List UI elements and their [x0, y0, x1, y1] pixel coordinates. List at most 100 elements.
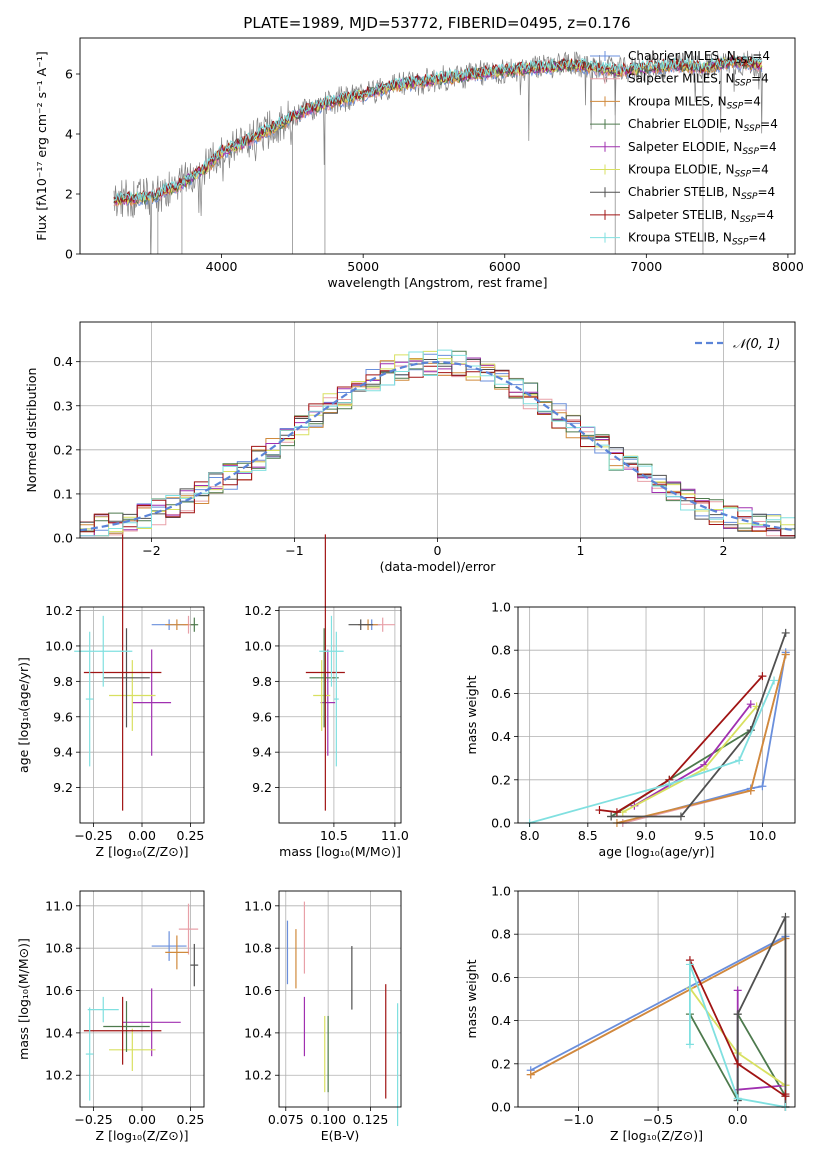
y-tick-label: 10.2 — [244, 603, 272, 618]
y-tick-label: 10.6 — [45, 983, 73, 998]
y-tick-label: 9.6 — [252, 709, 272, 724]
legend-label: Salpeter MILES, NSSP=4 — [628, 72, 769, 89]
weight-series — [529, 680, 775, 824]
weight-marker — [746, 700, 755, 709]
weight-marker — [733, 1094, 742, 1103]
legend-label: Salpeter STELIB, NSSP=4 — [628, 208, 774, 225]
figure-title: PLATE=1989, MJD=53772, FIBERID=0495, z=0… — [243, 14, 630, 32]
x-tick-label: −0.5 — [643, 1112, 673, 1127]
y-tick-label: 0.4 — [491, 729, 511, 744]
legend-label: Salpeter ELODIE, NSSP=4 — [628, 140, 777, 157]
y-axis-label: Normed distribution — [24, 368, 39, 493]
x-tick-label: 0 — [434, 543, 442, 558]
axes-frame — [79, 606, 205, 824]
weight-marker — [781, 628, 790, 637]
axes-frame — [278, 606, 402, 824]
axes-frame — [79, 321, 796, 539]
data-point — [103, 1001, 150, 1052]
x-tick-label: 0.075 — [268, 1112, 304, 1127]
x-tick-label: 2 — [720, 543, 728, 558]
y-axis-label: mass [log₁₀(M/M⊙)] — [16, 938, 31, 1060]
y-tick-label: 0.0 — [491, 816, 511, 831]
axes-frame — [79, 37, 796, 255]
y-tick-label: 10.4 — [244, 1025, 272, 1040]
data-point — [165, 935, 189, 970]
x-axis-label: Z [log₁₀(Z/Z⊙)] — [96, 1128, 189, 1143]
x-tick-label: 8.0 — [520, 828, 540, 843]
model-spectrum — [113, 54, 763, 202]
weight-series — [736, 916, 787, 1107]
y-tick-label: 9.2 — [53, 780, 73, 795]
weight-marker — [735, 756, 744, 765]
x-tick-label: −1.0 — [563, 1112, 593, 1127]
y-axis-label: mass weight — [464, 675, 479, 754]
weight-marker — [758, 672, 767, 681]
data-point — [109, 1028, 156, 1071]
chart-age-vs-mass: 10.5 11.0 9.2 9.4 9.6 9.8 10.0 10.2 mass [log₁₀(… — [244, 534, 409, 859]
x-tick-label: 0.0 — [728, 1112, 748, 1127]
x-tick-label: 7000 — [630, 259, 662, 274]
y-tick-label: 9.4 — [252, 745, 272, 760]
x-axis-label: mass [log₁₀(M/M⊙)] — [279, 844, 401, 859]
x-tick-label: 1 — [577, 543, 585, 558]
x-tick-label: 0.125 — [353, 1112, 389, 1127]
weight-marker — [746, 786, 755, 795]
weight-marker — [770, 676, 779, 685]
y-tick-label: 11.0 — [45, 898, 73, 913]
x-axis-label: E(B-V) — [321, 1128, 360, 1143]
x-tick-label: 6000 — [489, 259, 521, 274]
x-tick-label: 8.5 — [578, 828, 598, 843]
legend-label: 𝒩(0, 1) — [733, 337, 780, 352]
y-tick-label: 9.2 — [252, 780, 272, 795]
x-tick-label: 0.00 — [128, 828, 156, 843]
axes-frame — [79, 890, 205, 1108]
data-point — [190, 943, 199, 987]
legend-label: Chabrier STELIB, NSSP=4 — [628, 185, 775, 202]
weight-marker — [676, 812, 685, 821]
normal-curve — [80, 360, 795, 532]
y-tick-label: 10.6 — [244, 983, 272, 998]
y-tick-label: 0.6 — [491, 970, 511, 985]
weight-marker — [612, 808, 621, 817]
plot-area — [286, 901, 399, 1127]
weight-marker — [733, 1010, 742, 1019]
data-point — [165, 619, 189, 631]
weight-marker — [685, 960, 694, 969]
data-point — [85, 631, 94, 767]
data-point — [319, 615, 344, 687]
x-tick-label: 0.00 — [128, 1112, 156, 1127]
chart-spectrum: 4000 5000 6000 7000 8000 0 2 4 6 wavelength [Angs… — [34, 37, 804, 290]
x-tick-label: −0.25 — [74, 1112, 112, 1127]
data-point — [151, 931, 187, 961]
y-axis-label: mass weight — [464, 959, 479, 1038]
y-tick-label: 10.4 — [45, 1025, 73, 1040]
data-point — [109, 660, 156, 731]
y-tick-label: 6 — [65, 67, 73, 82]
axes-frame — [278, 890, 402, 1108]
chart-mass-vs-Z: −0.25 0.00 0.25 10.2 10.4 10.6 10.8 11.0 Z [log₁… — [16, 890, 205, 1143]
y-tick-label: 0.4 — [53, 354, 73, 369]
weight-marker — [665, 780, 674, 789]
x-tick-label: 0.25 — [177, 1112, 205, 1127]
y-tick-label: 10.8 — [244, 941, 272, 956]
y-tick-label: 0.2 — [491, 1056, 511, 1071]
x-axis-label: age [log₁₀(age/yr)] — [599, 844, 715, 859]
y-tick-label: 0.8 — [491, 643, 511, 658]
axes-frame — [517, 890, 796, 1108]
weight-marker — [758, 782, 767, 791]
data-point — [132, 649, 172, 756]
y-axis-label: Flux [fλ10⁻¹⁷ erg cm⁻² s⁻¹ A⁻¹] — [34, 51, 49, 240]
legend-label: Chabrier ELODIE, NSSP=4 — [628, 117, 778, 134]
data-point — [190, 617, 199, 632]
chart-residuals: −2 −1 0 1 2 0.0 0.1 0.2 0.3 0.4 (data-model)/error… — [24, 321, 796, 574]
data-point — [74, 615, 133, 687]
x-tick-label: 10.5 — [320, 828, 348, 843]
y-tick-label: 9.8 — [53, 674, 73, 689]
y-tick-label: 0.2 — [491, 772, 511, 787]
data-point — [333, 631, 339, 767]
data-point — [83, 996, 162, 1065]
weight-series — [689, 964, 786, 1108]
x-tick-label: −1 — [285, 543, 303, 558]
y-tick-label: 9.4 — [53, 745, 73, 760]
weight-series — [611, 632, 787, 818]
